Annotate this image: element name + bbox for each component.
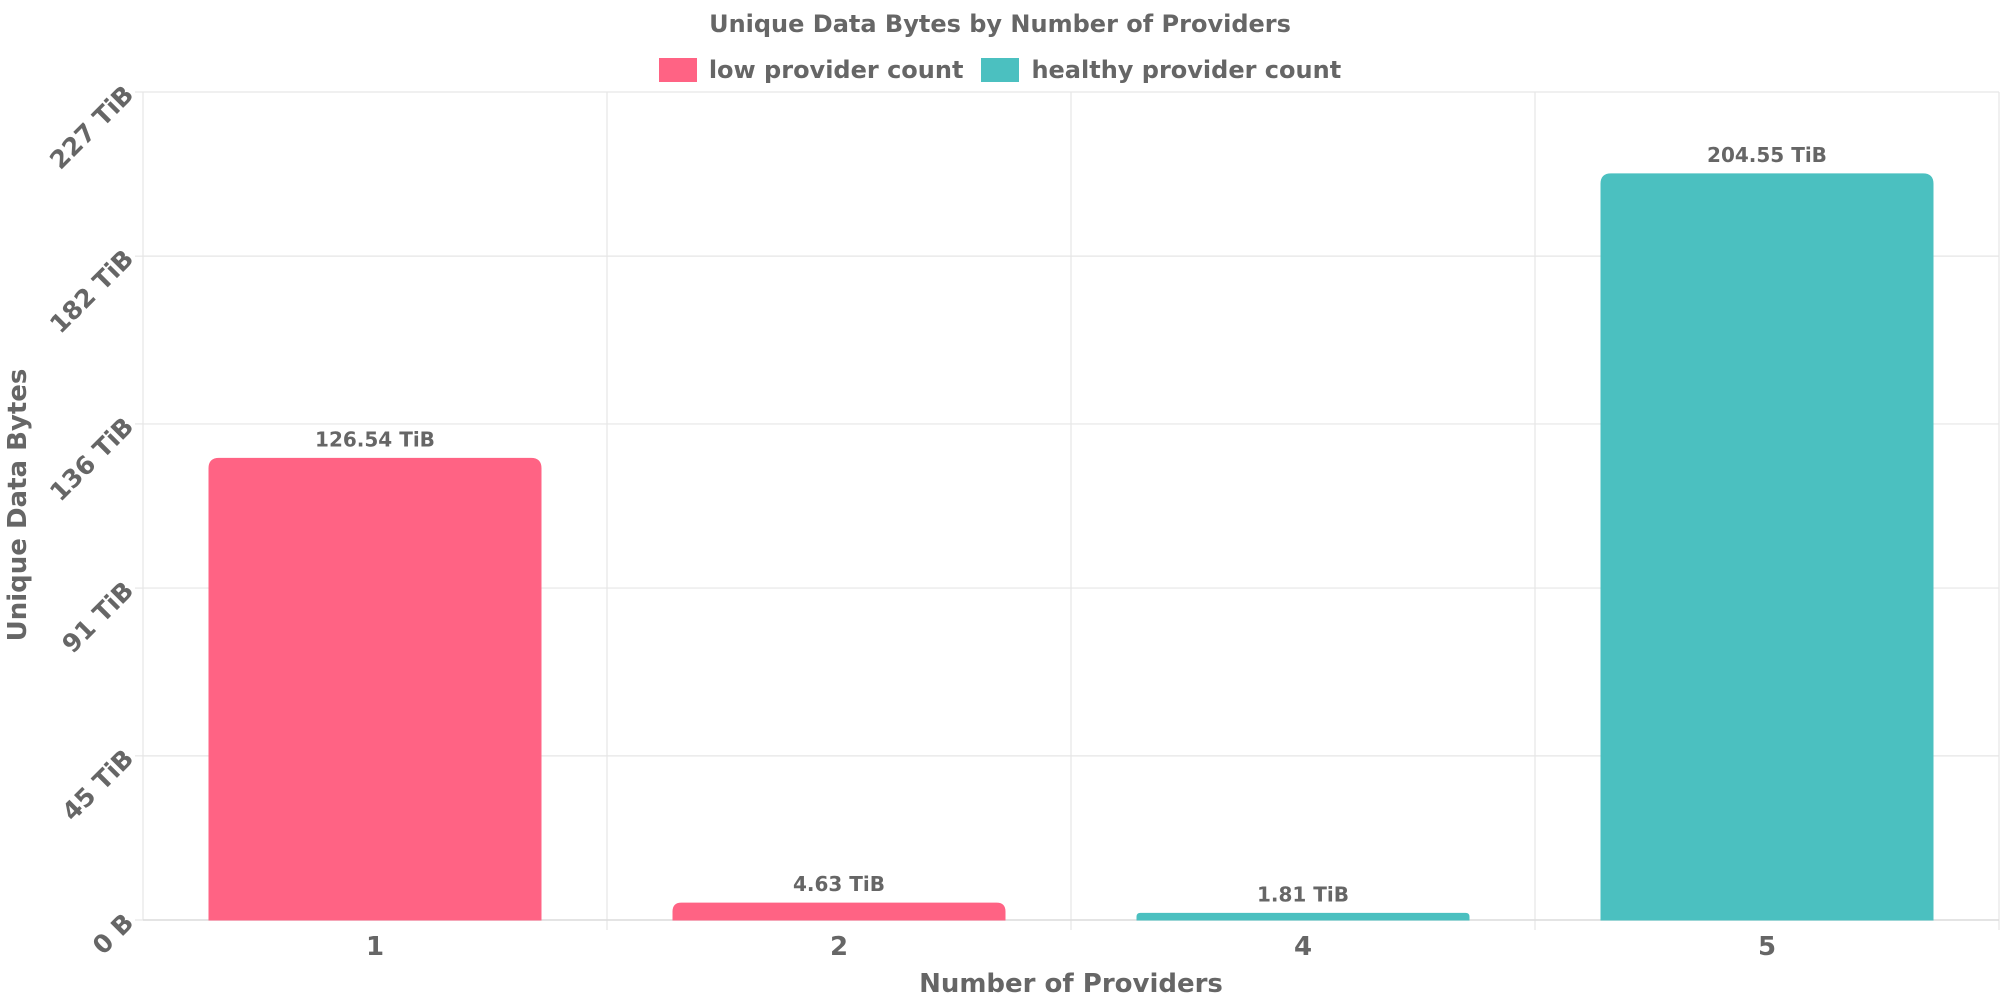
x-tick-label: 5 (1758, 932, 1776, 962)
data-label: 4.63 TiB (793, 872, 885, 896)
y-tick-label: 136 TiB (44, 412, 139, 507)
y-tick-label: 91 TiB (56, 576, 139, 659)
bar-4[interactable] (1136, 912, 1470, 921)
y-tick-label: 182 TiB (44, 244, 139, 339)
x-tick-label: 2 (830, 932, 848, 962)
y-tick-label: 45 TiB (56, 744, 139, 827)
data-label: 1.81 TiB (1257, 882, 1349, 906)
bar-2[interactable] (672, 902, 1006, 921)
y-tick-label: 0 B (87, 908, 139, 960)
legend-swatch-low (658, 58, 697, 82)
legend-label-healthy: healthy provider count (1031, 56, 1342, 84)
x-axis-title: Number of Providers (919, 969, 1223, 999)
data-label: 126.54 TiB (315, 427, 435, 451)
legend-item-healthy-provider-count[interactable]: healthy provider count (981, 56, 1341, 84)
legend-label-low: low provider count (708, 56, 964, 84)
y-axis-title: Unique Data Bytes (3, 369, 33, 642)
data-label: 204.55 TiB (1707, 143, 1827, 167)
legend: low provider count healthy provider coun… (0, 56, 2000, 84)
bar-5[interactable] (1600, 173, 1934, 921)
x-tick-label: 4 (1294, 932, 1312, 962)
y-tick-label: 227 TiB (44, 80, 139, 175)
chart-title: Unique Data Bytes by Number of Providers (709, 10, 1291, 38)
bar-1[interactable] (208, 457, 542, 921)
x-tick-label: 1 (366, 932, 384, 962)
legend-swatch-healthy (981, 58, 1020, 82)
legend-item-low-provider-count[interactable]: low provider count (658, 56, 964, 84)
bars (208, 173, 1934, 921)
